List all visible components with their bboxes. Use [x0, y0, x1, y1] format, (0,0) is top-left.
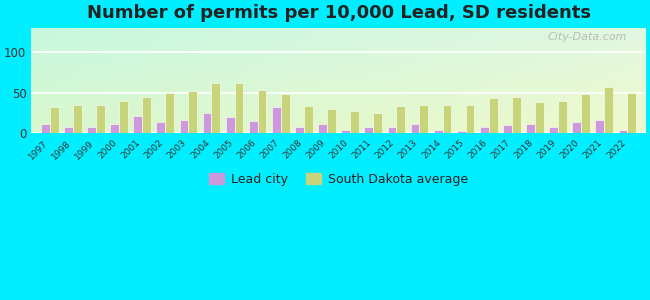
Bar [341, 130, 350, 134]
Bar [203, 113, 211, 134]
Bar [235, 83, 243, 134]
Bar [396, 106, 405, 134]
Bar [119, 101, 128, 134]
Bar [489, 98, 497, 134]
Bar [304, 106, 313, 134]
Bar [295, 127, 304, 134]
Bar [465, 105, 474, 134]
Bar [96, 105, 105, 134]
Bar [350, 111, 359, 134]
Bar [318, 124, 327, 134]
Bar [411, 124, 419, 134]
Bar [211, 83, 220, 134]
Title: Number of permits per 10,000 Lead, SD residents: Number of permits per 10,000 Lead, SD re… [86, 4, 591, 22]
Bar [272, 107, 281, 134]
Bar [526, 124, 535, 134]
Bar [64, 127, 73, 134]
Bar [327, 109, 336, 134]
Bar [157, 122, 165, 134]
Bar [573, 122, 581, 134]
Bar [619, 130, 627, 134]
Bar [535, 102, 543, 134]
Bar [41, 124, 50, 134]
Bar [188, 91, 197, 134]
Bar [87, 127, 96, 134]
Bar [595, 120, 604, 134]
Bar [443, 105, 451, 134]
Bar [581, 94, 590, 134]
Bar [257, 90, 266, 134]
Bar [281, 94, 290, 134]
Bar [365, 127, 373, 134]
Bar [549, 127, 558, 134]
Bar [434, 130, 443, 134]
Bar [419, 105, 428, 134]
Bar [627, 93, 636, 134]
Bar [226, 117, 235, 134]
Bar [249, 121, 257, 134]
Bar [373, 113, 382, 134]
Bar [133, 116, 142, 134]
Bar [142, 97, 151, 134]
Bar [111, 124, 119, 134]
Bar [165, 93, 174, 134]
Bar [503, 125, 512, 134]
Bar [457, 131, 465, 134]
Bar [480, 127, 489, 134]
Bar [179, 120, 188, 134]
Bar [512, 97, 521, 134]
Legend: Lead city, South Dakota average: Lead city, South Dakota average [204, 168, 473, 190]
Bar [50, 107, 58, 134]
Bar [558, 101, 567, 134]
Text: City-Data.com: City-Data.com [548, 32, 627, 42]
Bar [387, 127, 396, 134]
Bar [73, 105, 82, 134]
Bar [604, 87, 613, 134]
